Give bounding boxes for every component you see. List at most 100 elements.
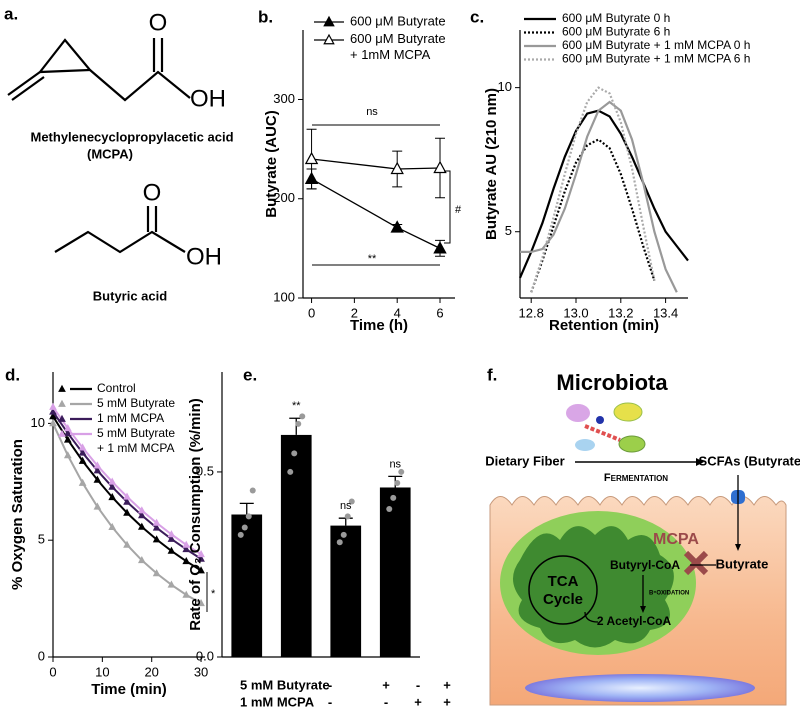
data-point [167,546,176,554]
data-point [390,161,404,175]
y-tick-label: 0 [38,648,45,663]
atom-label: OH [190,85,226,112]
bar [231,514,263,657]
text-line: 5 mM Butyrate [97,426,178,440]
x-axis-label: Time (min) [91,681,167,698]
treatment-label: 1 mM MCPA [240,694,315,709]
error-bar [239,502,254,515]
annotation: # [455,204,462,216]
data-point [433,160,447,174]
data-point [348,498,355,505]
legend-label: 600 μM Butyrate 6 h [562,25,670,39]
inhibition-mark [683,550,709,576]
data-point [241,524,248,531]
y-tick-label: 200 [273,190,295,205]
data-point [182,540,191,548]
node-label: Butyryl-CoA [610,558,680,572]
data-point [78,443,87,451]
data-point [398,468,405,475]
carbonyl [146,206,158,232]
data-point [78,448,87,456]
x-tick-label: 4 [394,305,401,320]
data-point [93,475,102,483]
treatment-sign: - [328,694,332,709]
legend-label: 600 μM Butyrate + 1 mM MCPA 6 h [562,52,750,66]
x-tick-label: 20 [144,664,158,679]
panel-label: e. [243,365,257,384]
legend-label: 600 μM Butyrate + 1mM MCPA [350,31,449,62]
x-tick-label: 13.2 [608,305,633,320]
data-point [249,487,256,494]
y-axis-label: Rate of O₂ Consumption (%/min) [187,398,204,631]
data-point [291,450,298,457]
arrowhead [640,606,646,613]
annotation: ns [366,106,378,118]
data-point [93,461,102,469]
panel-label: c. [470,7,484,26]
y-tick-label: 300 [273,91,295,106]
data-point [123,508,131,516]
treatment-sign: - [416,677,420,692]
treatment-sign: + [443,694,451,709]
data-point [299,413,306,420]
node-label: Butyrate [716,556,769,571]
data-point [287,468,294,475]
data-point [433,241,447,254]
data-point [63,451,72,459]
data-point [182,590,191,598]
data-point [49,402,57,410]
series-line [530,86,656,293]
y-axis-label: Butyrate (AUC) [263,110,280,218]
treatment-sign: + [414,694,422,709]
data-point [197,599,205,607]
series-line [530,138,656,293]
data-point [93,466,102,474]
data-point [182,545,191,553]
cycle-label: TCA [548,573,579,590]
data-point [167,580,176,588]
x-tick-label: 2 [351,305,358,320]
pathway-label: β-oxidation [649,586,689,596]
bar [330,525,362,657]
data-point [295,420,302,427]
atom-label: O [143,179,162,206]
data-point [386,505,393,512]
x-tick-label: 6 [436,305,443,320]
panel-label: f. [487,365,497,384]
x-tick-label: 12.8 [519,305,544,320]
data-point [197,549,205,558]
data-point [152,535,161,543]
series-line [518,109,689,279]
treatment-sign: - [384,694,388,709]
annotation: ** [368,253,377,265]
double-bond [7,71,45,101]
chain [54,230,186,254]
cristae [512,526,674,648]
diagram-title: Microbiota [556,370,668,395]
y-axis-label: % Oxygen Saturation [9,439,26,590]
x-tick-label: 13.4 [653,305,678,320]
process-label: Fermentation [604,472,668,484]
data-point [108,492,117,501]
treatment-label: 5 mM Butyrate [240,677,330,692]
data-point [182,556,191,565]
nucleus [525,674,755,702]
annotation: ns [340,500,352,512]
data-point [58,429,66,437]
x-tick-label: 0 [308,305,315,320]
node-label: 2 Acetyl-CoA [597,614,672,628]
data-point [137,522,146,530]
legend-label: 600 μM Butyrate [350,13,446,28]
data-point [152,569,161,577]
data-point [63,435,72,443]
data-point [78,478,87,486]
legend-label: 1 mM MCPA [97,411,164,425]
data-point [108,482,117,490]
node-label: Dietary Fiber [485,453,564,468]
data-point [344,513,351,520]
cycle-label: Cycle [543,591,583,608]
text-line: + 1mM MCPA [350,47,431,62]
data-point [336,539,343,546]
arrowhead [735,544,741,551]
data-point [323,15,335,27]
